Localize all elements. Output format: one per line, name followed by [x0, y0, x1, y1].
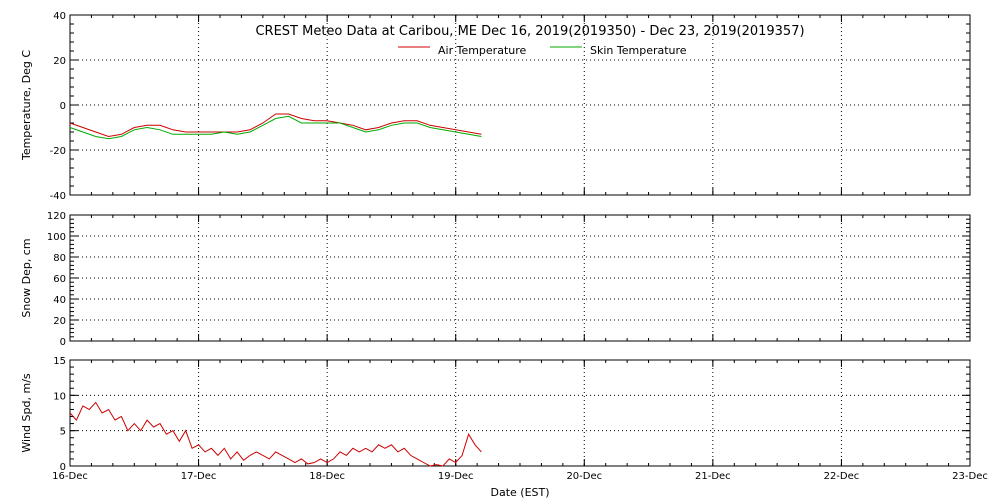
x-tick-label: 23-Dec — [952, 471, 988, 482]
series-line-1 — [69, 401, 482, 467]
y-tick-label: 60 — [53, 274, 66, 285]
y-tick-label: 20 — [53, 316, 66, 327]
legend: Air Temperature Skin Temperature — [398, 44, 687, 57]
panel-frame — [69, 14, 971, 196]
y-tick-label: 120 — [47, 211, 66, 222]
y-tick-label: 80 — [53, 253, 66, 264]
chart-title: CREST Meteo Data at Caribou, ME Dec 16, … — [255, 24, 804, 39]
legend-label: Air Temperature — [438, 44, 527, 57]
series-line-2 — [69, 115, 482, 140]
y-tick-label: 40 — [53, 295, 66, 306]
x-tick-label: 21-Dec — [695, 471, 731, 482]
y-tick-label: 40 — [53, 11, 66, 22]
panel-frame — [69, 214, 971, 342]
y-tick-label: 15 — [53, 356, 66, 367]
x-tick-label: 20-Dec — [566, 471, 602, 482]
y-axis-label: Snow Dep, cm — [20, 238, 33, 317]
x-tick-labels: 16-Dec 17-Dec 18-Dec 19-Dec 20-Dec 21-Dec 22-D… — [52, 471, 988, 482]
y-tick-label: -40 — [50, 191, 66, 202]
x-tick-label: 19-Dec — [438, 471, 474, 482]
panel-2: 120 100 80 60 40 20 0 Snow Dep, cm — [20, 211, 971, 348]
panel-3: 15 10 5 0 Wind Spd, m/s — [20, 356, 971, 473]
y-tick-label: 10 — [53, 391, 66, 402]
x-tick-label: 22-Dec — [824, 471, 860, 482]
x-tick-label: 17-Dec — [181, 471, 217, 482]
y-tick-label: 0 — [60, 462, 66, 473]
series-line-1 — [69, 113, 482, 138]
y-tick-label: 0 — [60, 101, 66, 112]
y-tick-label: 20 — [53, 56, 66, 67]
x-tick-label: 18-Dec — [309, 471, 345, 482]
y-tick-label: 5 — [60, 427, 66, 438]
panel-1: 40 20 0 -20 -40 Temperature, Deg C — [20, 11, 971, 202]
panel-frame — [69, 359, 971, 467]
y-tick-label: 0 — [60, 337, 66, 348]
y-axis-label: Wind Spd, m/s — [20, 373, 33, 453]
y-tick-label: 100 — [47, 232, 66, 243]
x-axis-label: Date (EST) — [490, 486, 549, 499]
y-tick-label: -20 — [50, 146, 66, 157]
x-tick-label: 16-Dec — [52, 471, 88, 482]
legend-label: Skin Temperature — [590, 44, 687, 57]
y-axis-label: Temperature, Deg C — [20, 50, 33, 161]
